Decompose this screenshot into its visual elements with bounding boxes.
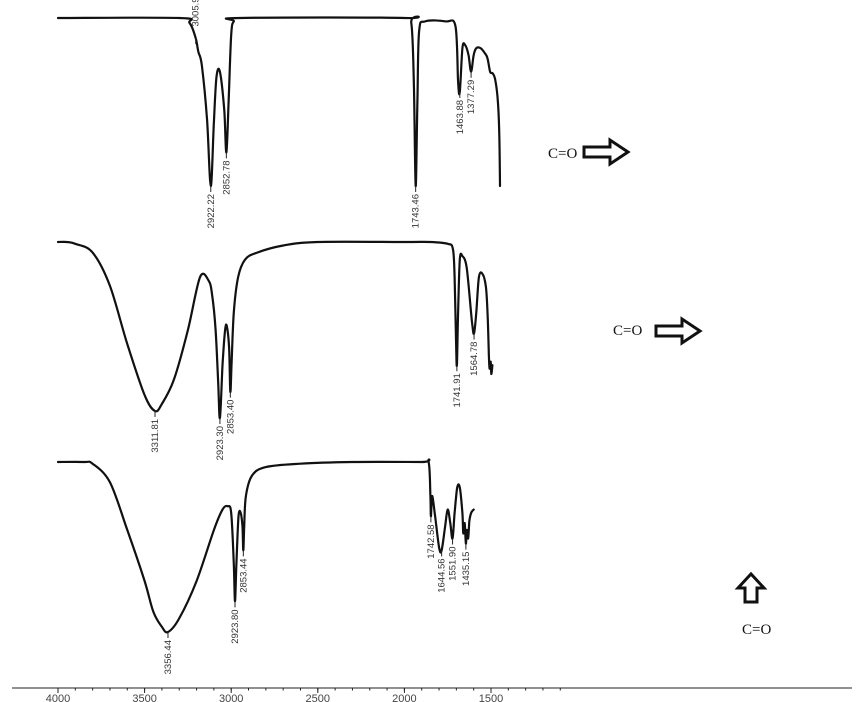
arrow-icon [582,137,631,167]
spectrum-line [56,240,494,420]
spectrum-line [56,458,475,634]
peak-label: 2853.40 [225,400,236,434]
arrow-icon [734,571,768,604]
spectra-panels: 3005.90 2922.22 2852.78 1743.46 1463.881377.… [56,0,771,674]
carbonyl-annotation: C=O [613,323,642,339]
peak-label: 3005.90 [191,0,202,27]
x-axis: 4000 3500 3000 2500 2000 1500 [12,687,852,702]
x-tick-label: 4000 [46,693,70,702]
peak-label: 2923.80 [230,609,241,643]
arrow-icon [654,316,703,346]
x-tick-label: 2000 [392,693,416,702]
peak-label: 2852.78 [221,160,232,194]
peak-label: 1564.78 [469,342,480,376]
peak-label: 1551.90 [448,547,459,581]
peak-label: 1435.15 [461,552,472,586]
peak-label: 2923.30 [215,426,226,460]
peak-label: 1743.46 [411,194,422,228]
peak-label: 3356.44 [163,640,174,674]
x-tick-label: 3000 [219,693,243,702]
peak-label: 2853.44 [238,558,249,592]
peak-label: 1741.91 [452,373,463,407]
peak-label: 1463.88 [455,100,466,134]
peak-label: 1377.29 [466,80,477,114]
x-tick-label: 2500 [306,693,330,702]
spectrum-line [56,15,502,188]
peak-label: 3311.81 [150,419,161,453]
peak-label: 1644.56 [437,558,448,592]
carbonyl-annotation: C=O [742,622,771,638]
x-tick-label: 1500 [479,693,503,702]
x-tick-label: 3500 [132,693,156,702]
peak-label: 2922.22 [206,194,217,228]
peak-label: 1742.58 [426,524,437,558]
spectrum-panel-1: 3005.90 2922.22 2852.78 1743.46 1463.881377.… [56,0,631,228]
carbonyl-annotation: C=O [548,146,577,162]
